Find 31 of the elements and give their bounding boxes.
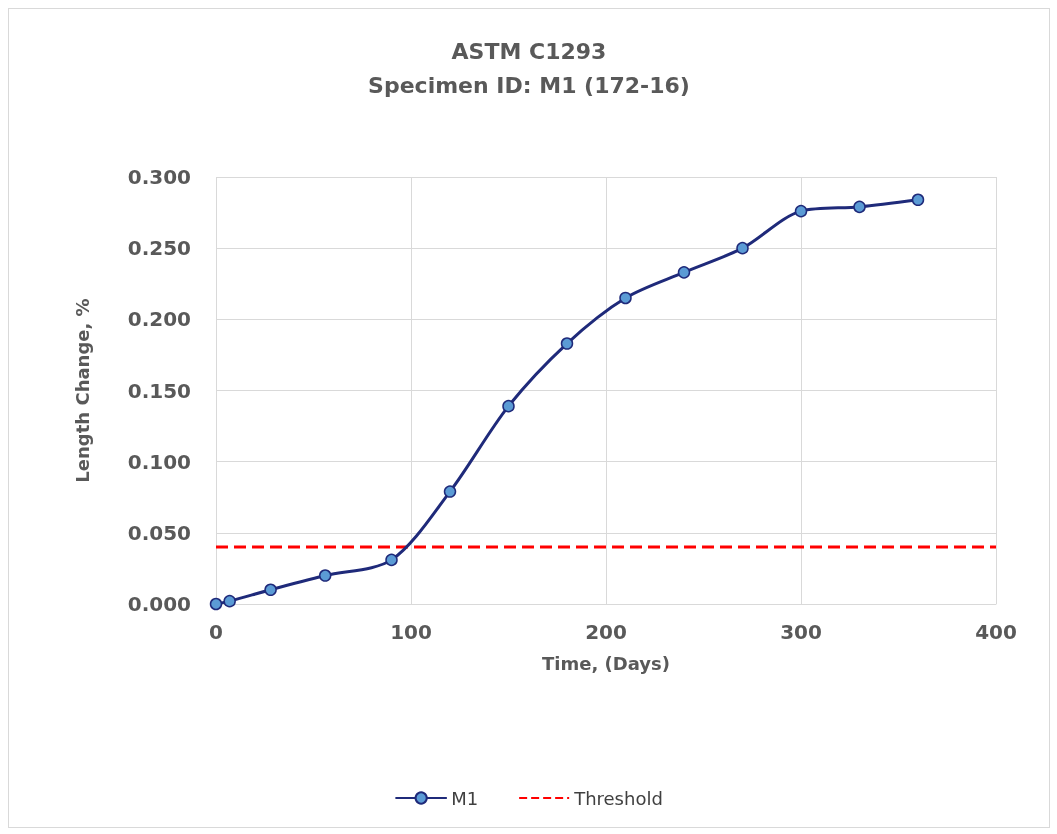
point [223,594,236,608]
y-tick-label: 0.000 [127,592,191,616]
y-tick-label: 0.200 [127,307,191,332]
point [385,553,398,567]
x-tick-label: 300 [780,620,822,644]
x-tick-label: 200 [585,620,627,644]
x-tick-label: 400 [975,620,1017,644]
legend-label: M1 [451,787,479,809]
y-tick-label: 0.150 [127,378,191,403]
x-axis-title: Time, (Days) [542,652,670,674]
point [619,291,632,305]
x-tick-label: 100 [390,620,432,644]
y-tick-label: 0.100 [127,449,191,474]
point [794,204,808,218]
point [318,569,332,582]
y-tick-label: 0.050 [127,520,191,545]
y-tick-label: 0.250 [127,236,191,261]
chart-title: ASTM C1293 Specimen ID: M1 (172-16) [368,38,690,98]
point [502,399,515,413]
point [736,241,749,255]
x-tick-label: 0 [209,620,223,644]
y-tick-label: 0.300 [127,165,191,189]
point [443,485,457,498]
point [209,597,223,611]
legend-label: Threshold [573,787,663,809]
point [677,266,691,279]
point [264,583,277,597]
point [560,337,574,350]
point [853,200,866,214]
point [911,193,925,207]
y-axis-title: Length Change, % [71,298,93,483]
